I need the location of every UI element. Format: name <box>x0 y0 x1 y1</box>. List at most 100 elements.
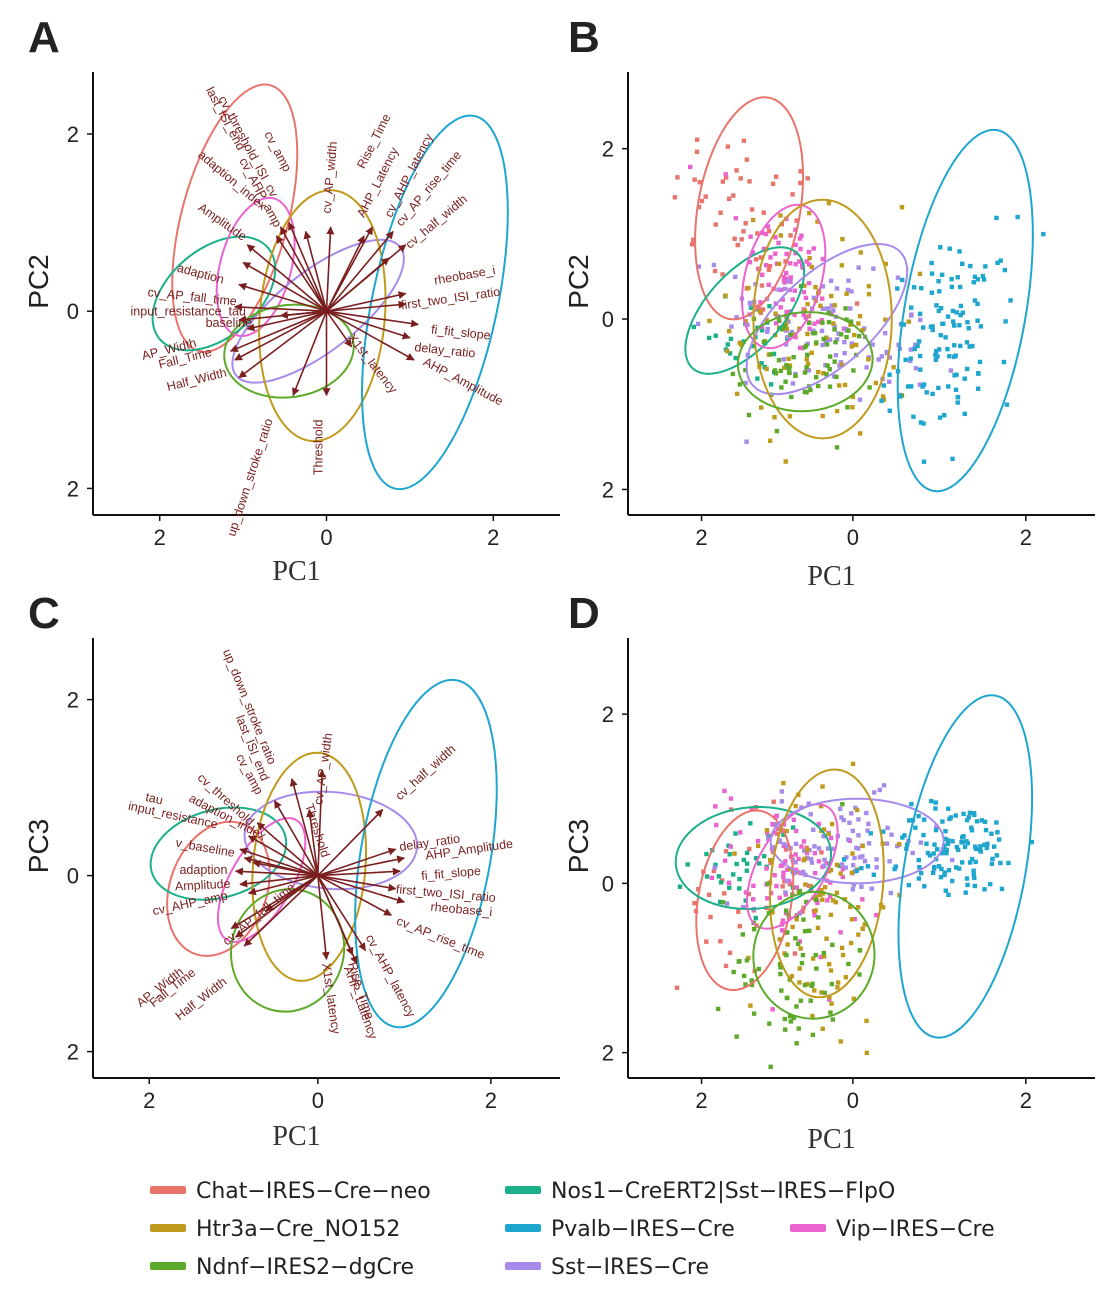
data-point <box>770 1007 775 1012</box>
data-point <box>820 784 825 789</box>
data-point <box>805 855 810 861</box>
data-point <box>793 852 798 857</box>
data-point <box>943 335 948 340</box>
data-point <box>704 851 709 857</box>
loading-vector <box>235 874 319 938</box>
x-tick-label: 2 <box>1020 1088 1032 1113</box>
x-tick-label: 0 <box>312 1088 324 1113</box>
ellipse-Ndnf-IRES2-dgCre <box>752 890 876 1020</box>
data-point <box>860 854 865 859</box>
loading-vector <box>238 310 327 379</box>
data-point <box>958 312 963 318</box>
data-point <box>785 942 790 947</box>
data-point <box>920 325 926 330</box>
data-point <box>791 1015 797 1021</box>
data-point <box>755 231 760 236</box>
data-point <box>741 857 747 863</box>
data-point <box>850 404 855 410</box>
data-point <box>829 981 835 987</box>
data-point <box>812 988 817 993</box>
data-point <box>942 412 947 418</box>
vector-label: fi_fit_slope <box>430 322 491 342</box>
y-tick-label: 2 <box>602 477 614 502</box>
data-point <box>850 761 856 767</box>
data-point <box>796 1026 801 1031</box>
data-point <box>778 965 783 970</box>
data-point <box>839 263 845 268</box>
data-point <box>771 799 776 804</box>
data-point <box>784 309 789 315</box>
data-point <box>850 828 855 834</box>
data-point <box>787 414 793 419</box>
data-point <box>789 974 795 979</box>
data-point <box>761 210 766 215</box>
data-point <box>699 198 705 204</box>
data-point <box>946 868 952 873</box>
data-point <box>835 985 840 990</box>
data-point <box>911 285 917 290</box>
data-point <box>862 922 867 927</box>
data-point <box>834 445 840 450</box>
data-point <box>781 274 787 280</box>
data-point <box>844 855 849 860</box>
data-point <box>853 805 858 811</box>
data-point <box>692 900 697 906</box>
data-point <box>824 342 830 347</box>
data-point <box>945 314 951 319</box>
data-point <box>789 329 795 335</box>
data-point <box>797 259 802 264</box>
data-point <box>818 892 823 897</box>
data-point <box>788 332 793 337</box>
data-point <box>929 260 934 266</box>
data-point <box>960 310 966 315</box>
data-point <box>800 265 805 270</box>
data-point <box>951 319 956 324</box>
data-point <box>929 271 935 276</box>
y-axis-label: PC3 <box>23 819 54 873</box>
data-point <box>768 890 774 896</box>
data-point <box>770 821 775 827</box>
data-point <box>872 790 877 795</box>
data-point <box>759 272 765 278</box>
data-point <box>965 840 970 846</box>
data-point <box>732 236 737 241</box>
data-point <box>718 880 724 885</box>
y-tick-label: 0 <box>67 864 79 889</box>
vector-label: cv_half_width <box>393 742 459 803</box>
data-point <box>713 333 718 338</box>
x-tick-label: 0 <box>847 1088 859 1113</box>
y-tick-label: 2 <box>67 688 79 713</box>
data-point <box>765 881 770 886</box>
data-point <box>713 804 718 809</box>
data-point <box>691 237 696 242</box>
data-point <box>834 337 840 342</box>
data-point <box>905 384 911 389</box>
ellipse-Ndnf-IRES2-dgCre <box>736 311 874 413</box>
data-point <box>767 263 773 269</box>
data-point <box>927 853 933 858</box>
legend-label: Ndnf−IRES2−dgCre <box>196 1255 414 1280</box>
data-point <box>830 942 835 948</box>
data-point <box>764 866 769 871</box>
data-point <box>737 340 742 346</box>
data-point <box>942 872 947 878</box>
data-point <box>844 317 849 322</box>
data-point <box>821 827 827 832</box>
data-point <box>969 825 974 830</box>
data-point <box>958 303 964 309</box>
data-point <box>773 251 778 256</box>
data-point <box>777 962 783 967</box>
data-point <box>790 924 795 930</box>
data-point <box>800 909 805 914</box>
legend: Chat−IRES−Cre−neo Nos1−CreERT2|Sst−IRES−F… <box>150 1179 995 1280</box>
data-point <box>900 835 905 840</box>
data-point <box>921 382 927 387</box>
data-point <box>784 342 789 347</box>
data-point <box>793 242 798 248</box>
data-point <box>827 337 833 342</box>
data-point <box>847 820 852 825</box>
data-point <box>812 321 817 326</box>
panel-B: B 2 0 2 2 0 2 PC1 PC2 <box>563 13 1095 592</box>
data-point <box>805 331 810 337</box>
data-point <box>939 272 945 278</box>
